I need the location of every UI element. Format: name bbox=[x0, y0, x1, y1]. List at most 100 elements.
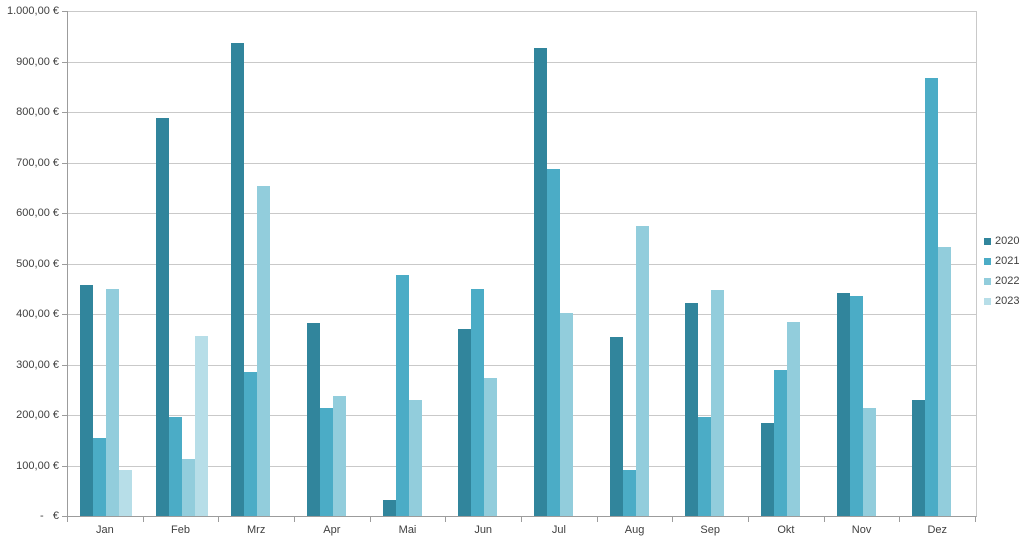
y-axis-tick-label: 800,00 € bbox=[16, 106, 59, 118]
y-axis-tick-mark bbox=[62, 314, 67, 315]
legend-label: 2020 bbox=[995, 235, 1020, 247]
legend-item-2022: 2022 bbox=[984, 276, 1019, 287]
bar-2022 bbox=[711, 289, 725, 516]
bar-2020 bbox=[306, 322, 320, 516]
bar-2021 bbox=[471, 288, 485, 516]
x-axis-tick-mark bbox=[748, 517, 749, 522]
bar-group bbox=[144, 11, 220, 516]
bar-2021 bbox=[773, 370, 787, 516]
y-axis-tick-label: 400,00 € bbox=[16, 308, 59, 320]
plot-area bbox=[67, 11, 977, 517]
y-axis-tick-label: 1.000,00 € bbox=[7, 5, 59, 17]
y-axis-tick-label: 600,00 € bbox=[16, 207, 59, 219]
bar-2021 bbox=[319, 407, 333, 516]
x-axis-category-label: Nov bbox=[851, 524, 872, 536]
gridline bbox=[68, 364, 976, 366]
x-axis-tick-mark bbox=[824, 517, 825, 522]
bar-2022 bbox=[484, 377, 498, 516]
y-axis-tick-mark bbox=[62, 465, 67, 467]
bar-group bbox=[825, 11, 901, 516]
gridline bbox=[68, 112, 976, 113]
bar-2021 bbox=[849, 295, 863, 516]
legend-label: 2022 bbox=[995, 275, 1020, 287]
legend-label: 2021 bbox=[995, 255, 1020, 267]
legend-item-2020: 2020 bbox=[984, 236, 1019, 247]
x-axis-tick-mark bbox=[143, 517, 144, 522]
bar-2023 bbox=[118, 469, 132, 516]
x-axis-tick-mark bbox=[370, 517, 371, 522]
bar-2022 bbox=[862, 407, 876, 516]
legend: 2020 2021 2022 2023 bbox=[984, 236, 1019, 316]
bar-group bbox=[749, 11, 825, 516]
x-axis-tick-mark bbox=[597, 517, 598, 522]
legend-swatch-icon bbox=[984, 238, 991, 245]
x-axis-tick-mark bbox=[218, 517, 219, 522]
y-axis-tick-mark bbox=[62, 364, 67, 366]
y-axis-tick-label: - € bbox=[40, 510, 59, 522]
bar-2020 bbox=[685, 302, 699, 516]
bar-2022 bbox=[332, 396, 346, 516]
gridline bbox=[68, 213, 976, 214]
y-axis-tick-label: 700,00 € bbox=[16, 156, 59, 169]
y-axis-tick-mark bbox=[62, 112, 67, 113]
x-axis-category-label: Sep bbox=[700, 524, 720, 536]
x-axis-category-label: Jul bbox=[551, 524, 566, 536]
y-axis-tick-label: 100,00 € bbox=[16, 459, 59, 472]
bar-group bbox=[371, 11, 447, 516]
x-axis-category-label: Jun bbox=[474, 524, 493, 536]
legend-item-2021: 2021 bbox=[984, 256, 1019, 267]
bar-2022 bbox=[635, 226, 649, 516]
gridline bbox=[68, 314, 976, 315]
x-axis-tick-mark bbox=[67, 517, 68, 522]
bar-2022 bbox=[938, 247, 952, 516]
bar-2021 bbox=[244, 372, 258, 516]
x-axis-category-label: Jan bbox=[95, 524, 114, 536]
x-axis-category-label: Aug bbox=[624, 524, 645, 536]
bar-2021 bbox=[546, 168, 560, 516]
y-axis-tick-mark bbox=[62, 516, 67, 517]
bar-2020 bbox=[79, 285, 93, 516]
bar-2022 bbox=[181, 459, 195, 516]
bar-2022 bbox=[559, 312, 573, 516]
gridline bbox=[68, 465, 976, 467]
bar-2021 bbox=[622, 470, 636, 516]
bar-2020 bbox=[836, 293, 850, 516]
y-axis-tick-label: 900,00 € bbox=[16, 55, 59, 68]
bar-2020 bbox=[382, 500, 396, 516]
legend-swatch-icon bbox=[984, 278, 991, 285]
y-axis-tick-mark bbox=[62, 11, 67, 12]
x-axis-category-label: Dez bbox=[927, 524, 947, 536]
x-axis-tick-mark bbox=[975, 517, 976, 522]
bar-group bbox=[598, 11, 674, 516]
x-axis-tick-mark bbox=[521, 517, 522, 522]
bar-2020 bbox=[609, 336, 623, 516]
bar-group bbox=[446, 11, 522, 516]
legend-swatch-icon bbox=[984, 298, 991, 305]
y-axis-tick-mark bbox=[62, 162, 67, 164]
bar-2022 bbox=[408, 399, 422, 516]
x-axis-tick-mark bbox=[672, 517, 673, 522]
y-axis-tick-mark bbox=[62, 415, 67, 416]
bar-group bbox=[295, 11, 371, 516]
bar-2022 bbox=[786, 321, 800, 516]
x-axis-category-label: Okt bbox=[777, 524, 795, 536]
gridline bbox=[68, 263, 976, 265]
bar-2020 bbox=[533, 47, 547, 516]
bar-group bbox=[522, 11, 598, 516]
bar-2021 bbox=[92, 438, 106, 516]
gridline bbox=[68, 11, 976, 12]
gridline bbox=[68, 415, 976, 416]
bar-2021 bbox=[395, 274, 409, 516]
bar-2023 bbox=[194, 335, 208, 516]
bar-group bbox=[673, 11, 749, 516]
gridline bbox=[68, 61, 976, 63]
bar-group bbox=[219, 11, 295, 516]
bar-2022 bbox=[257, 185, 271, 516]
y-axis-labels: 1.000,00 € 900,00 € 800,00 € 700,00 € 600,00… bbox=[0, 5, 59, 522]
bar-2021 bbox=[925, 77, 939, 516]
bar-2020 bbox=[155, 118, 169, 516]
x-axis-category-label: Mai bbox=[398, 524, 417, 536]
y-axis-tick-mark bbox=[62, 263, 67, 265]
bar-2021 bbox=[698, 416, 712, 516]
x-axis-labels: Jan Feb Mrz Apr Mai Jun Jul Aug Sep Okt Nov Dez bbox=[67, 524, 975, 536]
